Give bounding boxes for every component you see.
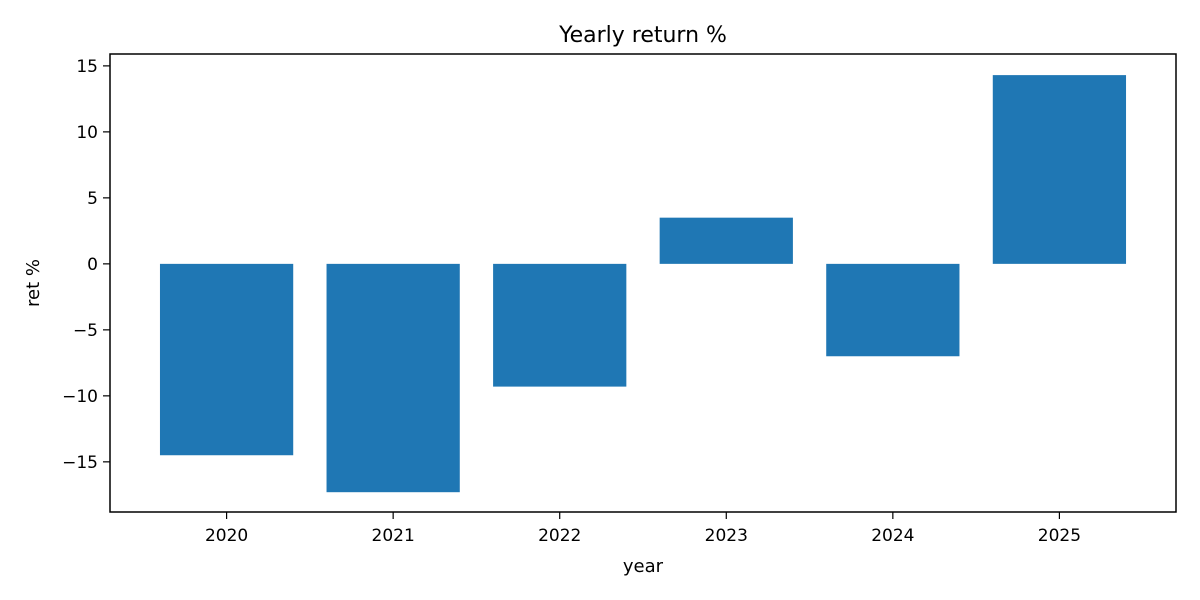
y-tick-label: −5 xyxy=(73,321,98,341)
x-tick-label: 2025 xyxy=(1038,526,1081,546)
chart-title: Yearly return % xyxy=(558,23,727,48)
bar-2020 xyxy=(159,263,294,456)
bar-2021 xyxy=(326,263,460,493)
y-tick-label: 10 xyxy=(76,123,98,143)
bar-2023 xyxy=(659,217,793,264)
y-tick-label: 0 xyxy=(87,255,98,275)
y-tick-label: −15 xyxy=(62,453,98,473)
bars-group xyxy=(159,75,1127,493)
x-tick-label: 2020 xyxy=(205,526,248,546)
bar-2025 xyxy=(992,75,1127,264)
y-tick-label: 5 xyxy=(87,189,98,209)
plot-frame xyxy=(109,53,1177,513)
y-axis-label: ret % xyxy=(23,259,44,307)
bar-2022 xyxy=(493,263,627,387)
x-axis-ticks: 2020 2021 2022 2023 2024 2025 xyxy=(205,512,1081,546)
x-axis-label: year xyxy=(623,556,664,577)
x-tick-label: 2021 xyxy=(372,526,415,546)
x-tick-label: 2023 xyxy=(705,526,748,546)
bar-2024 xyxy=(826,263,960,357)
x-tick-label: 2024 xyxy=(871,526,914,546)
y-axis-ticks: −15 −10 −5 0 5 10 15 xyxy=(62,57,110,473)
y-tick-label: −10 xyxy=(62,387,98,407)
x-tick-label: 2022 xyxy=(538,526,581,546)
y-tick-label: 15 xyxy=(76,57,98,77)
